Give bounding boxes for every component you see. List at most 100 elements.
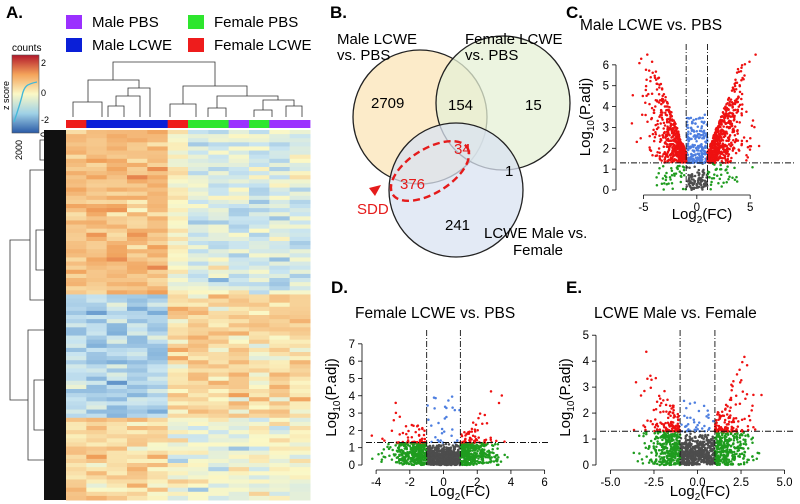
- volcano-point: [698, 155, 702, 158]
- heatmap-cell: [228, 393, 250, 398]
- volcano-point: [447, 399, 450, 402]
- heatmap-cell: [127, 212, 148, 217]
- heatmap-cell: [289, 335, 311, 341]
- volcano-point: [707, 455, 711, 459]
- volcano-point: [731, 149, 735, 152]
- volcano-point: [406, 436, 410, 439]
- heatmap-cell: [228, 134, 250, 139]
- heatmap-cell: [289, 442, 311, 448]
- volcano-point: [473, 430, 477, 433]
- volcano-point: [709, 142, 713, 146]
- volcano-point: [729, 123, 732, 126]
- volcano-point: [681, 450, 684, 453]
- heatmap-cell: [106, 438, 128, 443]
- heatmap-cell: [86, 487, 108, 493]
- volcano-point: [742, 136, 746, 139]
- heatmap-cell: [147, 384, 169, 390]
- heatmap-cell: [167, 175, 189, 180]
- heatmap-cell: [66, 347, 87, 353]
- volcano-point: [443, 417, 447, 420]
- heatmap-cell: [147, 294, 169, 300]
- volcano-point: [483, 413, 487, 417]
- volcano-point: [414, 455, 418, 458]
- heatmap-cell: [249, 495, 270, 501]
- heatmap-cell: [228, 183, 250, 189]
- venn-label-a-line1: Male LCWE: [337, 31, 417, 48]
- volcano-point: [461, 452, 465, 455]
- volcano-point: [712, 444, 716, 447]
- heatmap-cell: [269, 154, 291, 160]
- heatmap-cell: [228, 232, 250, 238]
- volcano-point: [696, 442, 700, 446]
- volcano-point: [650, 106, 654, 110]
- heatmap-cell: [127, 372, 148, 378]
- volcano-point: [699, 181, 702, 185]
- volcano-point: [674, 145, 678, 149]
- venn-label-b-line1: Female LCWE: [465, 31, 563, 48]
- volcano-point: [654, 458, 658, 461]
- heatmap-cell: [167, 130, 189, 135]
- volcano-point: [477, 416, 480, 420]
- volcano-point: [419, 448, 422, 452]
- venn-count-abc: 34: [454, 141, 471, 158]
- heatmap-cell: [188, 479, 209, 485]
- heatmap-cell: [127, 339, 148, 345]
- volcano-point: [478, 412, 482, 415]
- heatmap-cell: [167, 343, 189, 349]
- volcano-point: [737, 95, 740, 98]
- heatmap-cell: [289, 475, 311, 480]
- volcano-point: [669, 115, 672, 119]
- volcano-point: [694, 122, 697, 125]
- volcano-point: [398, 454, 401, 457]
- heatmap-cell: [208, 310, 230, 316]
- volcano-point: [686, 126, 690, 129]
- volcano-point: [671, 147, 675, 150]
- volcano-point: [730, 112, 734, 115]
- heatmap-cell: [249, 331, 270, 337]
- heatmap-cell: [208, 446, 230, 452]
- heatmap-cell: [269, 376, 291, 382]
- volcano-point: [402, 450, 405, 453]
- volcano-point: [400, 454, 404, 457]
- heatmap-cell: [289, 491, 311, 497]
- volcano-point: [728, 100, 732, 104]
- volcano-point: [474, 460, 478, 463]
- heatmap-cell: [249, 339, 270, 345]
- volcano-point: [640, 113, 644, 117]
- volcano-point: [689, 127, 693, 130]
- heatmap-cell: [208, 335, 230, 341]
- volcano-point: [495, 453, 499, 457]
- heatmap-cell: [289, 265, 311, 271]
- heatmap-cell: [188, 454, 209, 460]
- heatmap-cell: [66, 319, 87, 324]
- heatmap-cell: [66, 257, 87, 263]
- volcano-point: [658, 156, 662, 160]
- heatmap-cell: [249, 167, 270, 172]
- heatmap-cell: [269, 278, 291, 283]
- heatmap-cell: [249, 315, 270, 320]
- heatmap-cell: [106, 405, 128, 411]
- heatmap-cell: [249, 438, 270, 443]
- volcano-point: [728, 120, 731, 124]
- heatmap-cell: [289, 430, 311, 435]
- heatmap-cell: [167, 265, 189, 271]
- heatmap-cell: [167, 236, 189, 242]
- volcano-point: [451, 406, 454, 409]
- volcano-point: [673, 124, 676, 128]
- heatmap-cell: [269, 360, 291, 365]
- heatmap-cell: [167, 380, 189, 386]
- heatmap-cell: [208, 479, 230, 485]
- volcano-point: [690, 176, 693, 179]
- volcano-point: [474, 423, 478, 427]
- heatmap-cell: [249, 224, 270, 230]
- volcano-point: [697, 446, 701, 450]
- heatmap-cell: [86, 360, 108, 365]
- heatmap-cell: [289, 467, 311, 472]
- heatmap-cell: [167, 146, 189, 152]
- heatmap-cell: [249, 208, 270, 213]
- heatmap-cell: [228, 130, 250, 135]
- heatmap-cell: [188, 298, 209, 304]
- heatmap-cell: [167, 479, 189, 485]
- heatmap-cell: [188, 446, 209, 452]
- volcano-point: [702, 450, 706, 453]
